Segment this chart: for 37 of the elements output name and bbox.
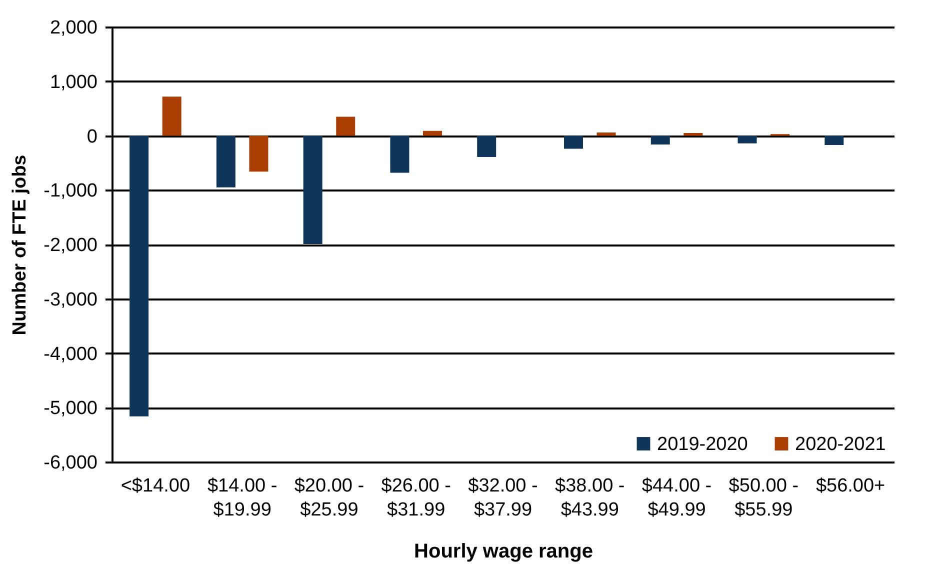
bar xyxy=(564,136,583,149)
y-tick-label: 1,000 xyxy=(50,72,98,93)
y-tick-label: -3,000 xyxy=(44,289,98,310)
x-tick-label: $26.00 - $31.99 xyxy=(381,476,451,520)
y-tick-label: 2,000 xyxy=(50,18,98,38)
y-axis-title: Number of FTE jobs xyxy=(10,154,31,336)
x-tick-label: $14.00 - $19.99 xyxy=(207,476,278,520)
bar xyxy=(249,136,268,172)
x-tick-label: <$14.00 xyxy=(120,476,190,496)
y-tick-label: -1,000 xyxy=(44,180,98,202)
bar xyxy=(684,133,703,136)
x-tick-label: $56.00+ xyxy=(816,476,886,496)
x-tick-label: $32.00 - $37.99 xyxy=(468,476,538,520)
bar xyxy=(390,136,410,173)
bar xyxy=(216,136,236,188)
bar xyxy=(423,130,442,136)
y-tick-label: -5,000 xyxy=(44,398,98,420)
bar xyxy=(303,136,322,244)
bar xyxy=(824,136,844,145)
x-tick-label: $38.00 - $43.99 xyxy=(555,476,625,520)
bar xyxy=(336,116,356,136)
x-tick-label: $44.00 - $49.99 xyxy=(642,476,712,520)
bar xyxy=(596,132,616,136)
y-tick-label: 0 xyxy=(86,126,98,148)
y-tick-label: -4,000 xyxy=(44,344,98,365)
bar xyxy=(130,136,149,416)
bar xyxy=(162,96,182,136)
y-tick-label: -6,000 xyxy=(44,452,98,474)
y-tick-label: -2,000 xyxy=(44,235,98,256)
x-tick-label: $20.00 - $25.99 xyxy=(294,476,364,520)
x-tick-label: $50.00 - $55.99 xyxy=(728,476,799,520)
legend-label: 2019-2020 xyxy=(657,434,748,455)
legend-label: 2020-2021 xyxy=(795,434,886,455)
bar xyxy=(738,136,757,144)
bar xyxy=(650,136,670,144)
x-axis-title: Hourly wage range xyxy=(414,540,593,562)
bar xyxy=(477,136,496,157)
